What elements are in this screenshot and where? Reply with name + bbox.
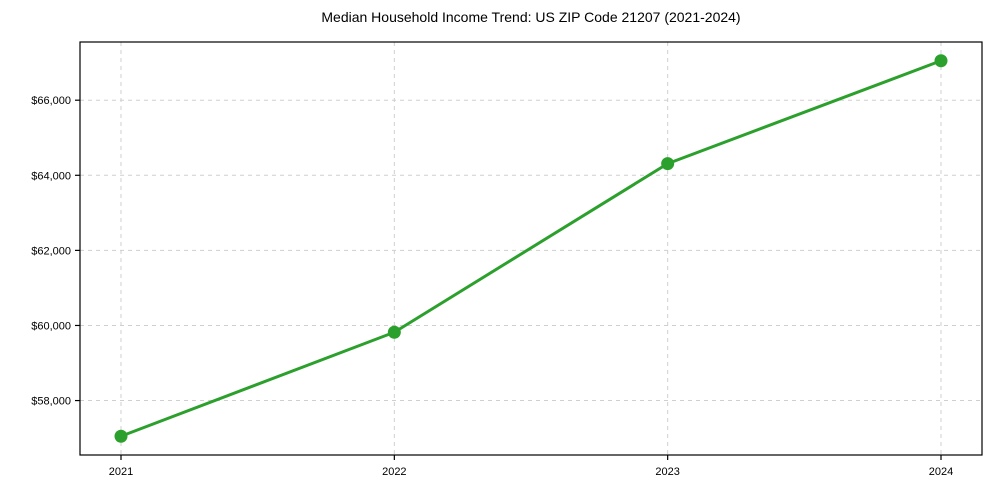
data-point-2023 [661, 157, 675, 171]
data-point-2024 [934, 54, 948, 68]
y-tick-label: $64,000 [31, 170, 71, 182]
y-tick-label: $66,000 [31, 95, 71, 107]
plot-border [79, 41, 983, 456]
chart-title: Median Household Income Trend: US ZIP Co… [321, 9, 741, 25]
y-tick-label: $62,000 [31, 245, 71, 257]
x-tick-label: 2022 [382, 466, 406, 478]
x-tick-label: 2021 [109, 466, 133, 478]
data-line [119, 59, 943, 438]
y-tick-label: $58,000 [31, 396, 71, 408]
y-tick-label: $60,000 [31, 320, 71, 332]
x-tick-label: 2024 [929, 466, 953, 478]
data-point-2021 [114, 429, 128, 443]
x-tick-label: 2023 [655, 466, 679, 478]
data-point-2022 [387, 325, 401, 339]
